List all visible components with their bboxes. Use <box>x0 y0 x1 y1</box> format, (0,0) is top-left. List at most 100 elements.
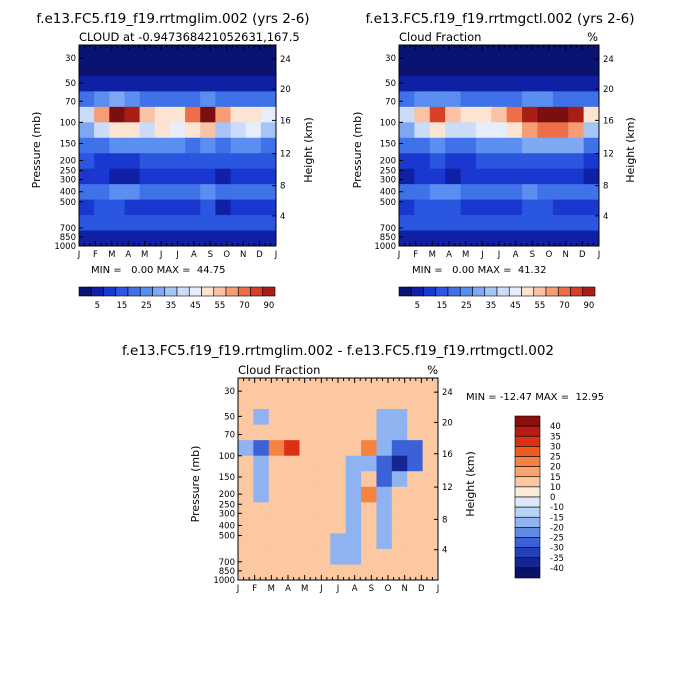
heatmap-cell <box>79 199 95 216</box>
heatmap-cell <box>537 75 554 92</box>
colorbar-swatch <box>78 286 92 297</box>
heatmap-cell <box>330 455 347 472</box>
heatmap-cell <box>139 230 156 247</box>
heatmap-cell <box>253 517 270 534</box>
heatmap-cell <box>429 184 446 201</box>
heatmap-cell <box>124 122 141 139</box>
heatmap-cell <box>568 91 585 108</box>
heatmap-cell <box>568 75 585 92</box>
x-tick-label: J <box>319 584 323 594</box>
heatmap-cell <box>345 393 362 410</box>
heatmap-cell <box>268 548 285 565</box>
colorbar-swatch <box>514 516 541 528</box>
heatmap-cell <box>245 168 262 185</box>
heatmap-cell <box>94 60 110 77</box>
heatmap-cell <box>245 215 262 231</box>
heatmap-cell <box>345 409 362 426</box>
heatmap-cell <box>568 168 585 185</box>
y-right-tick-label: 4 <box>603 212 608 222</box>
colorbar-label: 20 <box>550 463 561 473</box>
heatmap-cell <box>491 168 508 185</box>
heatmap-cell <box>124 60 141 77</box>
heatmap-cell <box>414 137 431 154</box>
colorbar-swatch <box>90 286 104 297</box>
heatmap-cell <box>552 91 569 108</box>
heatmap-cell <box>568 122 585 139</box>
heatmap-cell <box>299 533 316 550</box>
heatmap-cell <box>552 45 569 61</box>
heatmap-cell <box>522 168 538 185</box>
heatmap-cell <box>230 122 247 139</box>
heatmap-cell <box>154 168 171 185</box>
heatmap-cell <box>460 45 477 61</box>
heatmap-cell <box>568 60 585 77</box>
heatmap-cell <box>361 455 377 472</box>
y-right-tick-label: 4 <box>280 212 285 222</box>
heatmap-cell <box>253 533 270 550</box>
heatmap-cell <box>522 230 538 247</box>
heatmap-cell <box>407 486 424 503</box>
heatmap-cell <box>238 564 254 581</box>
heatmap-cell <box>200 122 216 139</box>
heatmap-cell <box>185 168 201 185</box>
heatmap-cell <box>253 409 270 426</box>
heatmap-cell <box>491 184 508 201</box>
heatmap-cell <box>506 168 523 185</box>
colorbar-swatch <box>435 286 449 297</box>
heatmap-cell <box>506 45 523 61</box>
heatmap-cell <box>260 137 277 154</box>
heatmap-cell <box>583 153 600 170</box>
heatmap-cell <box>376 378 393 394</box>
heatmap-cell <box>445 60 461 77</box>
heatmap-cell <box>361 409 377 426</box>
heatmap-cell <box>169 45 186 61</box>
heatmap-cell <box>345 378 362 394</box>
heatmap-cell <box>522 122 538 139</box>
heatmap-cell <box>445 91 461 108</box>
y-tick-label: 150 <box>380 139 396 149</box>
heatmap-cell <box>399 153 415 170</box>
y-tick-label: 250 <box>219 500 235 510</box>
heatmap-cell <box>253 502 270 519</box>
colorbar-swatch <box>514 527 541 538</box>
colorbar-swatch <box>514 476 541 488</box>
heatmap-cell <box>399 60 415 77</box>
contour-plot <box>399 45 600 247</box>
heatmap-cell <box>79 75 95 92</box>
heatmap-cell <box>376 424 393 441</box>
heatmap-cell <box>361 378 377 394</box>
heatmap-cell <box>422 378 439 394</box>
heatmap-cell <box>139 60 156 77</box>
heatmap-cell <box>407 548 424 565</box>
heatmap-cell <box>139 91 156 108</box>
heatmap-cell <box>314 378 331 394</box>
heatmap-cell <box>376 393 393 410</box>
y-tick-label: 70 <box>224 431 235 441</box>
title-right-panel: f.e13.FC5.f19_f19.rrtmgctl.002 (yrs 2-6) <box>366 11 635 27</box>
heatmap-cell <box>522 91 538 108</box>
x-tick-label: F <box>93 250 98 260</box>
plot-frame <box>398 44 600 247</box>
heatmap-cell <box>399 230 415 247</box>
heatmap-cell <box>537 45 554 61</box>
heatmap-cell <box>445 122 461 139</box>
heatmap-cell <box>238 378 254 394</box>
colorbar-label: -25 <box>550 534 564 544</box>
heatmap-cell <box>94 230 110 247</box>
heatmap-cell <box>238 517 254 534</box>
y-tick-label: 100 <box>380 118 396 128</box>
colorbar-swatch <box>514 415 541 427</box>
colorbar-label: 90 <box>583 301 594 311</box>
heatmap-cell <box>407 517 424 534</box>
heatmap-cell <box>79 45 95 61</box>
x-tick-label: S <box>530 250 535 260</box>
x-tick-label: J <box>480 250 484 260</box>
y-tick-label: 500 <box>219 532 235 542</box>
colorbar-label: 25 <box>550 453 561 463</box>
heatmap-cell <box>422 440 439 457</box>
heatmap-cell <box>361 548 377 565</box>
heatmap-cell <box>460 122 477 139</box>
heatmap-cell <box>124 168 141 185</box>
heatmap-cell <box>391 378 408 394</box>
heatmap-cell <box>407 533 424 550</box>
